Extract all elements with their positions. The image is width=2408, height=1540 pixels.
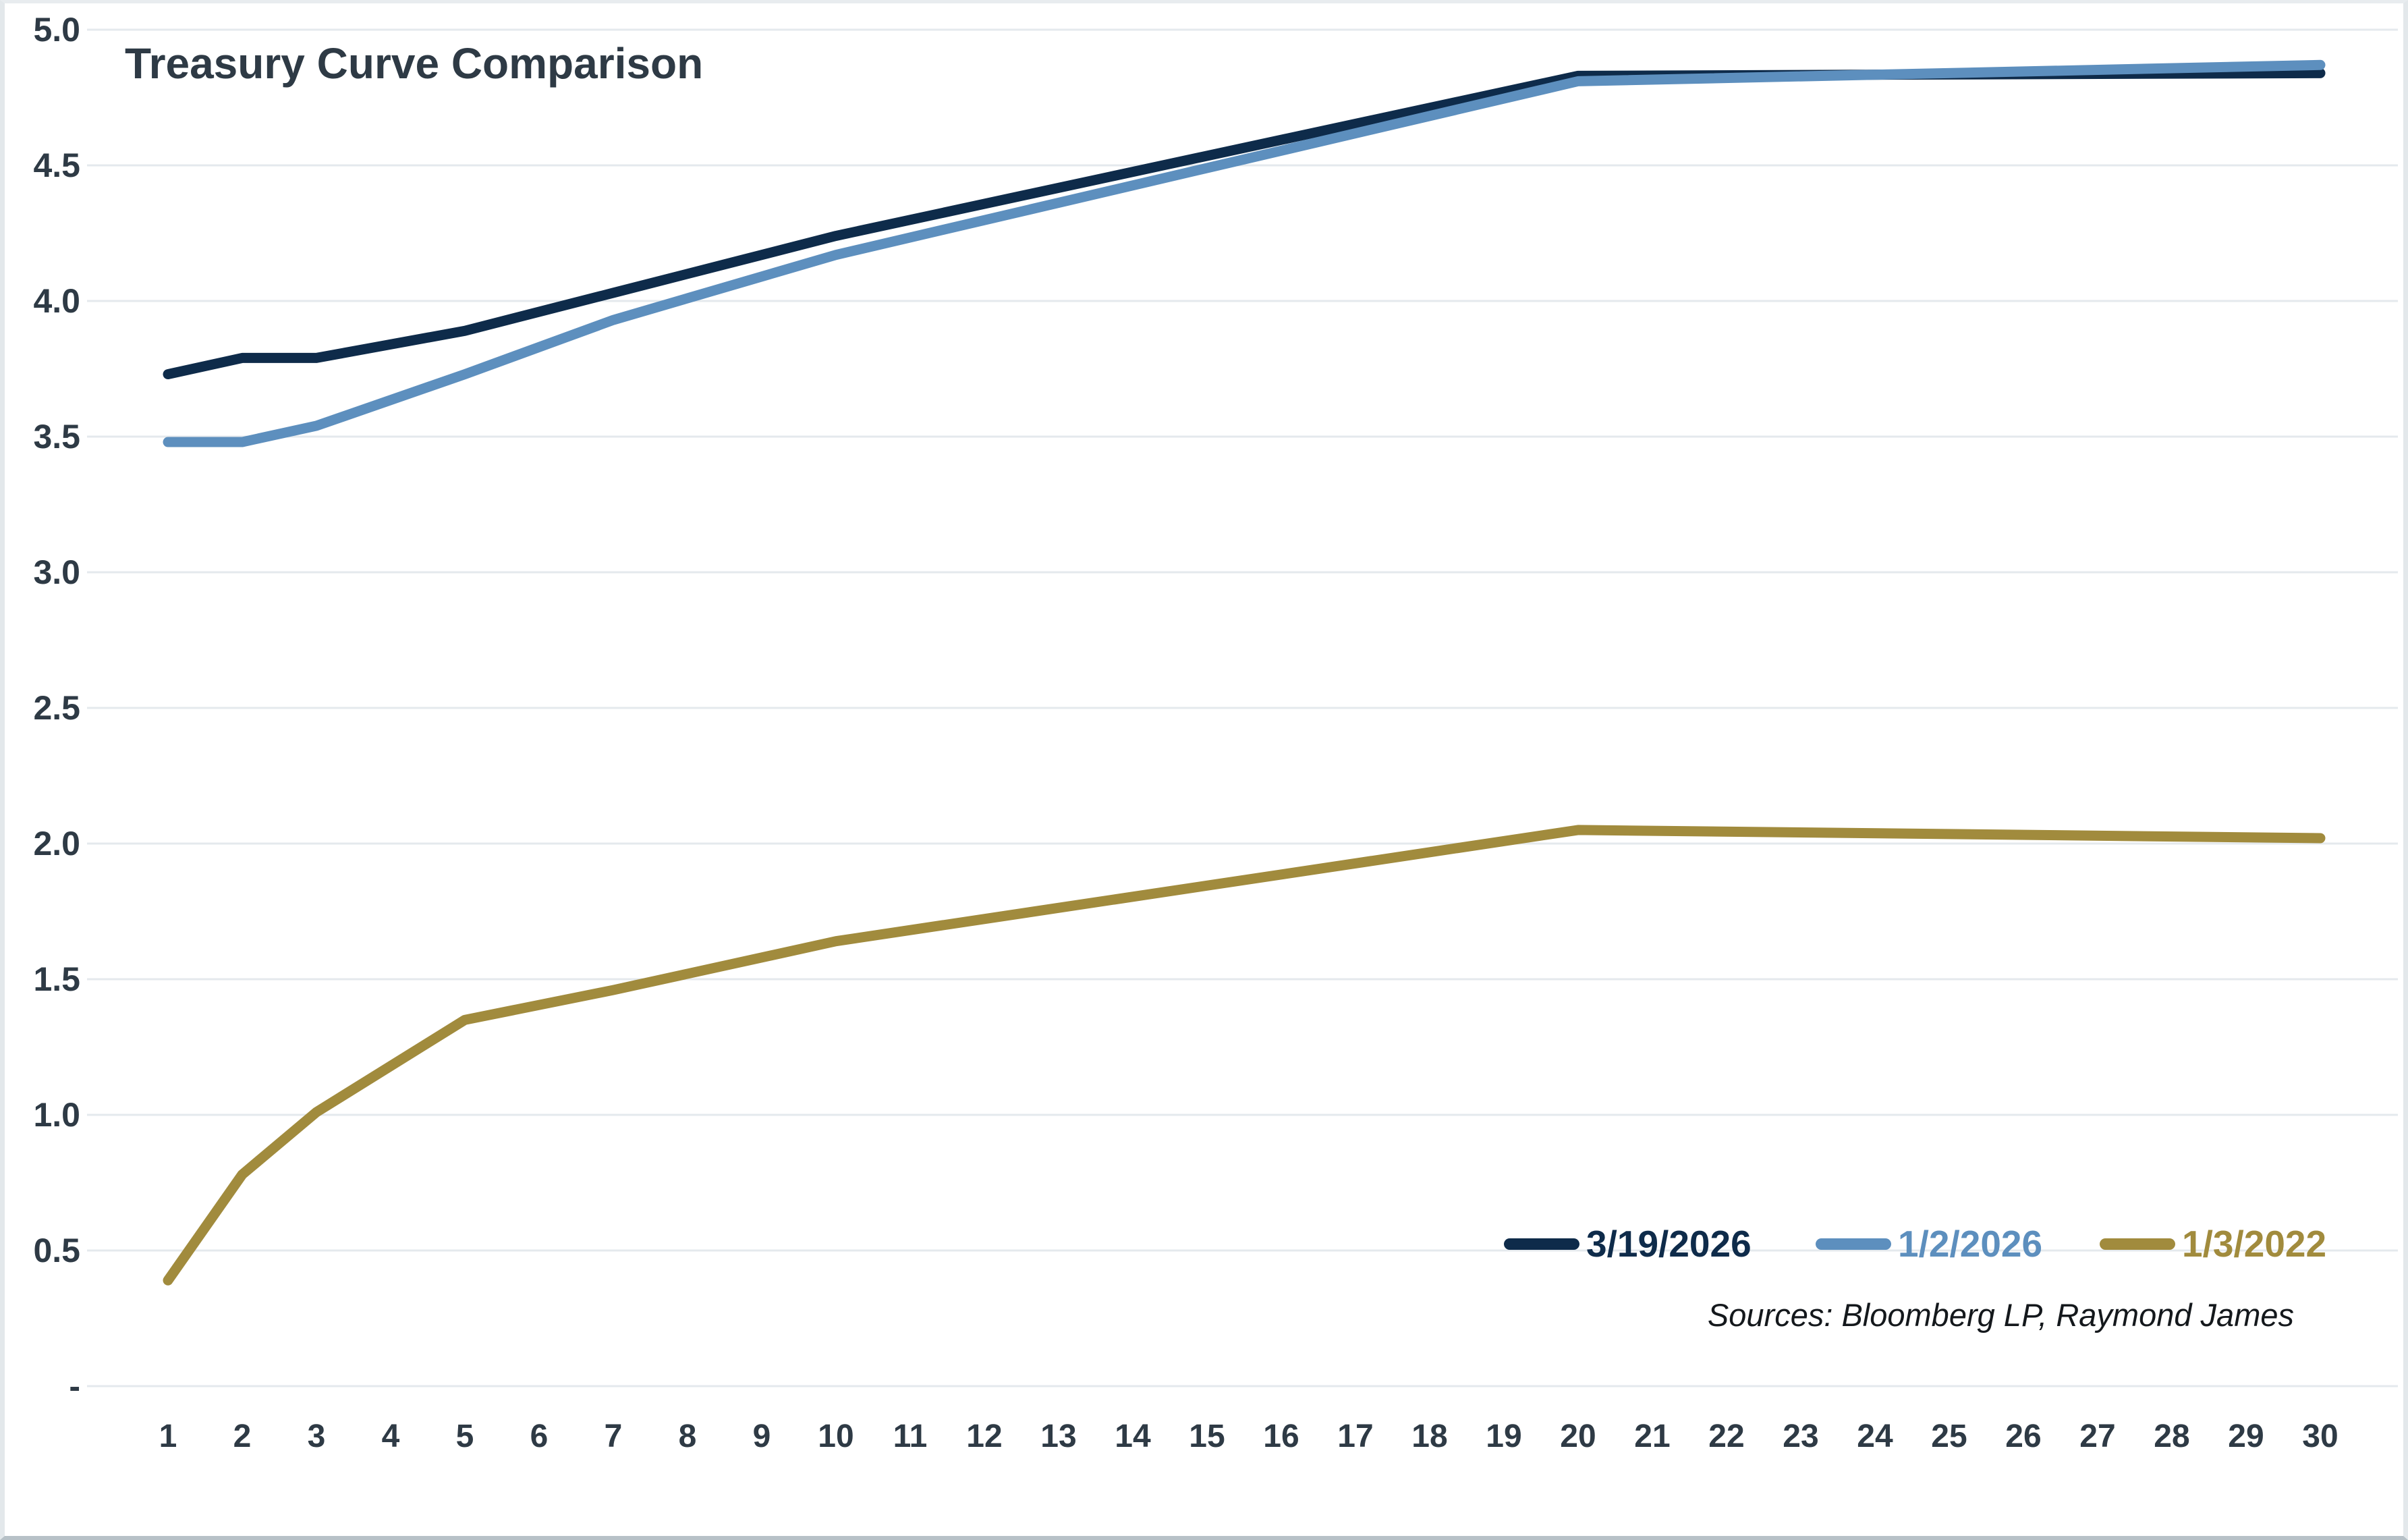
x-tick-label-7: 7: [604, 1419, 623, 1454]
x-tick-label-12: 12: [966, 1419, 1003, 1454]
x-tick-label-30: 30: [2302, 1419, 2339, 1454]
x-tick-label-17: 17: [1337, 1419, 1374, 1454]
x-tick-label-13: 13: [1040, 1419, 1077, 1454]
x-tick-label-23: 23: [1783, 1419, 1819, 1454]
x-tick-label-10: 10: [818, 1419, 854, 1454]
y-tick-label-0.5: 0.5: [33, 1232, 80, 1269]
x-tick-label-4: 4: [381, 1419, 400, 1454]
y-tick-label-1.0: 1.0: [33, 1096, 80, 1134]
x-tick-label-26: 26: [2005, 1419, 2042, 1454]
x-tick-label-21: 21: [1634, 1419, 1671, 1454]
x-tick-label-3: 3: [307, 1419, 326, 1454]
sources-note: Sources: Bloomberg LP, Raymond James: [1707, 1297, 2294, 1333]
chart-title: Treasury Curve Comparison: [125, 39, 704, 88]
y-tick-label-4.0: 4.0: [33, 282, 80, 320]
y-tick-label-2.0: 2.0: [33, 825, 80, 862]
series-line-3/19/2026: [163, 67, 2326, 380]
plot-area: [87, 28, 2398, 1387]
x-tick-label-11: 11: [893, 1419, 928, 1454]
x-tick-label-16: 16: [1263, 1419, 1299, 1454]
y-tick-label-4.5: 4.5: [33, 146, 80, 184]
x-tick-label-2: 2: [233, 1419, 252, 1454]
y-tick-label--: -: [69, 1367, 80, 1405]
x-tick-label-24: 24: [1857, 1419, 1893, 1454]
x-tick-label-18: 18: [1411, 1419, 1448, 1454]
x-tick-label-15: 15: [1189, 1419, 1225, 1454]
x-tick-label-28: 28: [2154, 1419, 2190, 1454]
x-tick-label-1: 1: [159, 1419, 177, 1454]
y-tick-label-2.5: 2.5: [33, 689, 80, 727]
x-tick-label-5: 5: [455, 1419, 474, 1454]
series-line-1/3/2022: [163, 825, 2326, 1286]
x-tick-label-22: 22: [1708, 1419, 1745, 1454]
x-tick-label-19: 19: [1486, 1419, 1522, 1454]
y-tick-label-5.0: 5.0: [33, 11, 80, 49]
x-tick-label-29: 29: [2228, 1419, 2264, 1454]
series-line-1/2/2026: [163, 59, 2326, 447]
y-tick-label-3.5: 3.5: [33, 418, 80, 456]
x-tick-label-8: 8: [678, 1419, 697, 1454]
y-tick-label-1.5: 1.5: [33, 960, 80, 998]
x-tick-label-25: 25: [1931, 1419, 1967, 1454]
x-tick-label-9: 9: [752, 1419, 771, 1454]
x-tick-label-27: 27: [2079, 1419, 2116, 1454]
x-tick-label-6: 6: [530, 1419, 549, 1454]
x-tick-label-14: 14: [1115, 1419, 1151, 1454]
x-tick-label-20: 20: [1560, 1419, 1596, 1454]
y-tick-label-3.0: 3.0: [33, 553, 80, 591]
